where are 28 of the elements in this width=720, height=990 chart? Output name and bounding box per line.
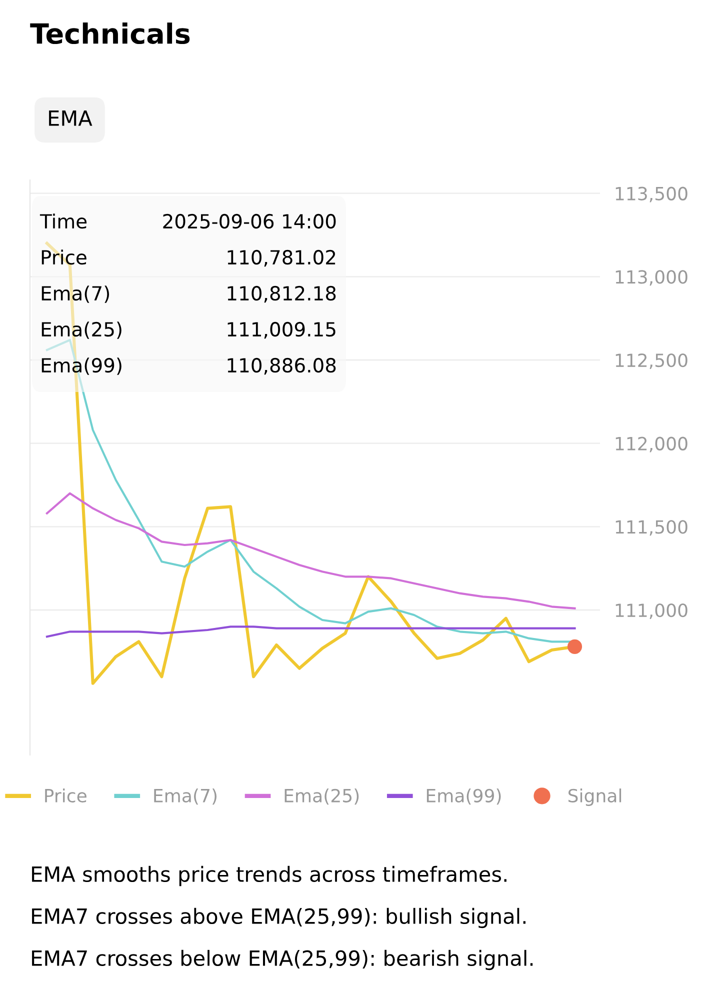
legend-label: Ema(99): [426, 788, 501, 805]
annotation: 110,812.18: [228, 286, 336, 303]
y-tick-label: 113,000: [616, 270, 688, 286]
legend-label: Ema(7): [154, 788, 216, 805]
annotation: Ema(7): [42, 286, 110, 303]
annotation: Ema(99): [42, 358, 122, 375]
annotation: 111,009.15: [228, 322, 336, 339]
annotation: Ema(25): [42, 322, 122, 339]
annotation: 110,886.08: [228, 358, 336, 375]
chart-subtitle: EMA: [49, 110, 92, 126]
annotation: 2025-09-06 14:00: [163, 214, 336, 229]
y-tick-label: 111,500: [616, 520, 688, 536]
chart-title: Technicals: [30, 22, 190, 44]
line-series: [46, 626, 576, 638]
y-tick-label: 112,000: [616, 436, 688, 452]
text: EMA smooths price trends across timeframes.: [32, 866, 506, 886]
line-series: [46, 492, 576, 610]
text: EMA7 crosses above EMA(25,99): bullish signal.: [32, 908, 526, 928]
y-tick-label: 112,500: [616, 353, 688, 369]
y-tick-label: 113,500: [616, 186, 688, 202]
legend-label: Signal: [568, 788, 622, 806]
legend-label: Ema(25): [284, 788, 359, 805]
annotation: Time: [40, 214, 87, 229]
text: EMA7 crosses below EMA(25,99): bearish signal.: [32, 950, 533, 970]
annotation: 110,781.02: [228, 250, 336, 267]
legend-label: Price: [45, 788, 86, 802]
annotation: Price: [42, 250, 86, 265]
y-tick-label: 111,000: [616, 603, 688, 619]
